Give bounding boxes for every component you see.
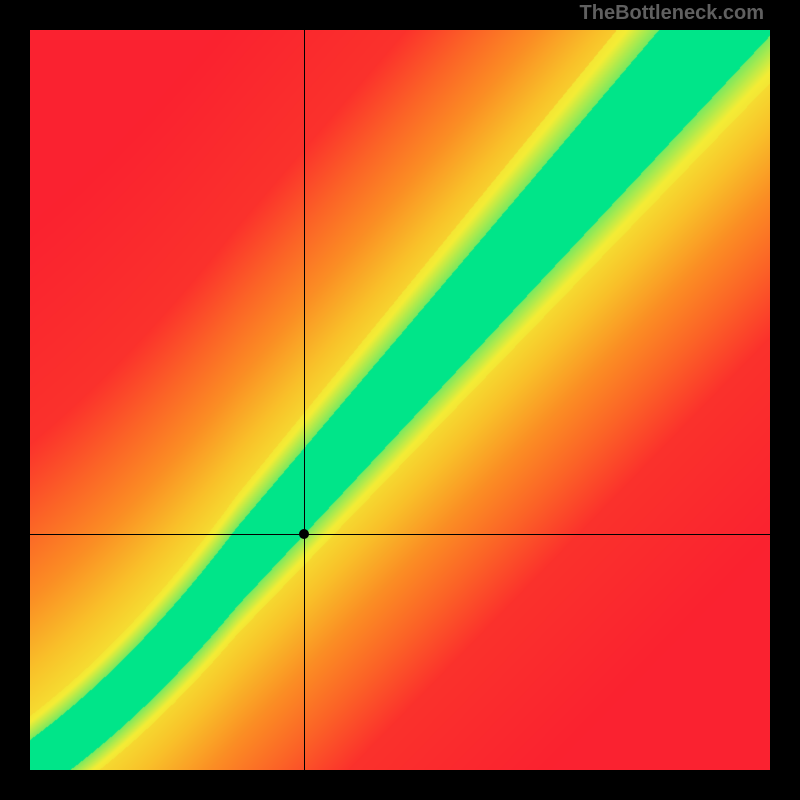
heatmap-plot	[30, 30, 770, 770]
crosshair-marker	[299, 529, 309, 539]
heatmap-canvas	[30, 30, 770, 770]
crosshair-vertical	[304, 30, 305, 770]
crosshair-horizontal	[30, 534, 770, 535]
attribution-text: TheBottleneck.com	[580, 2, 764, 25]
